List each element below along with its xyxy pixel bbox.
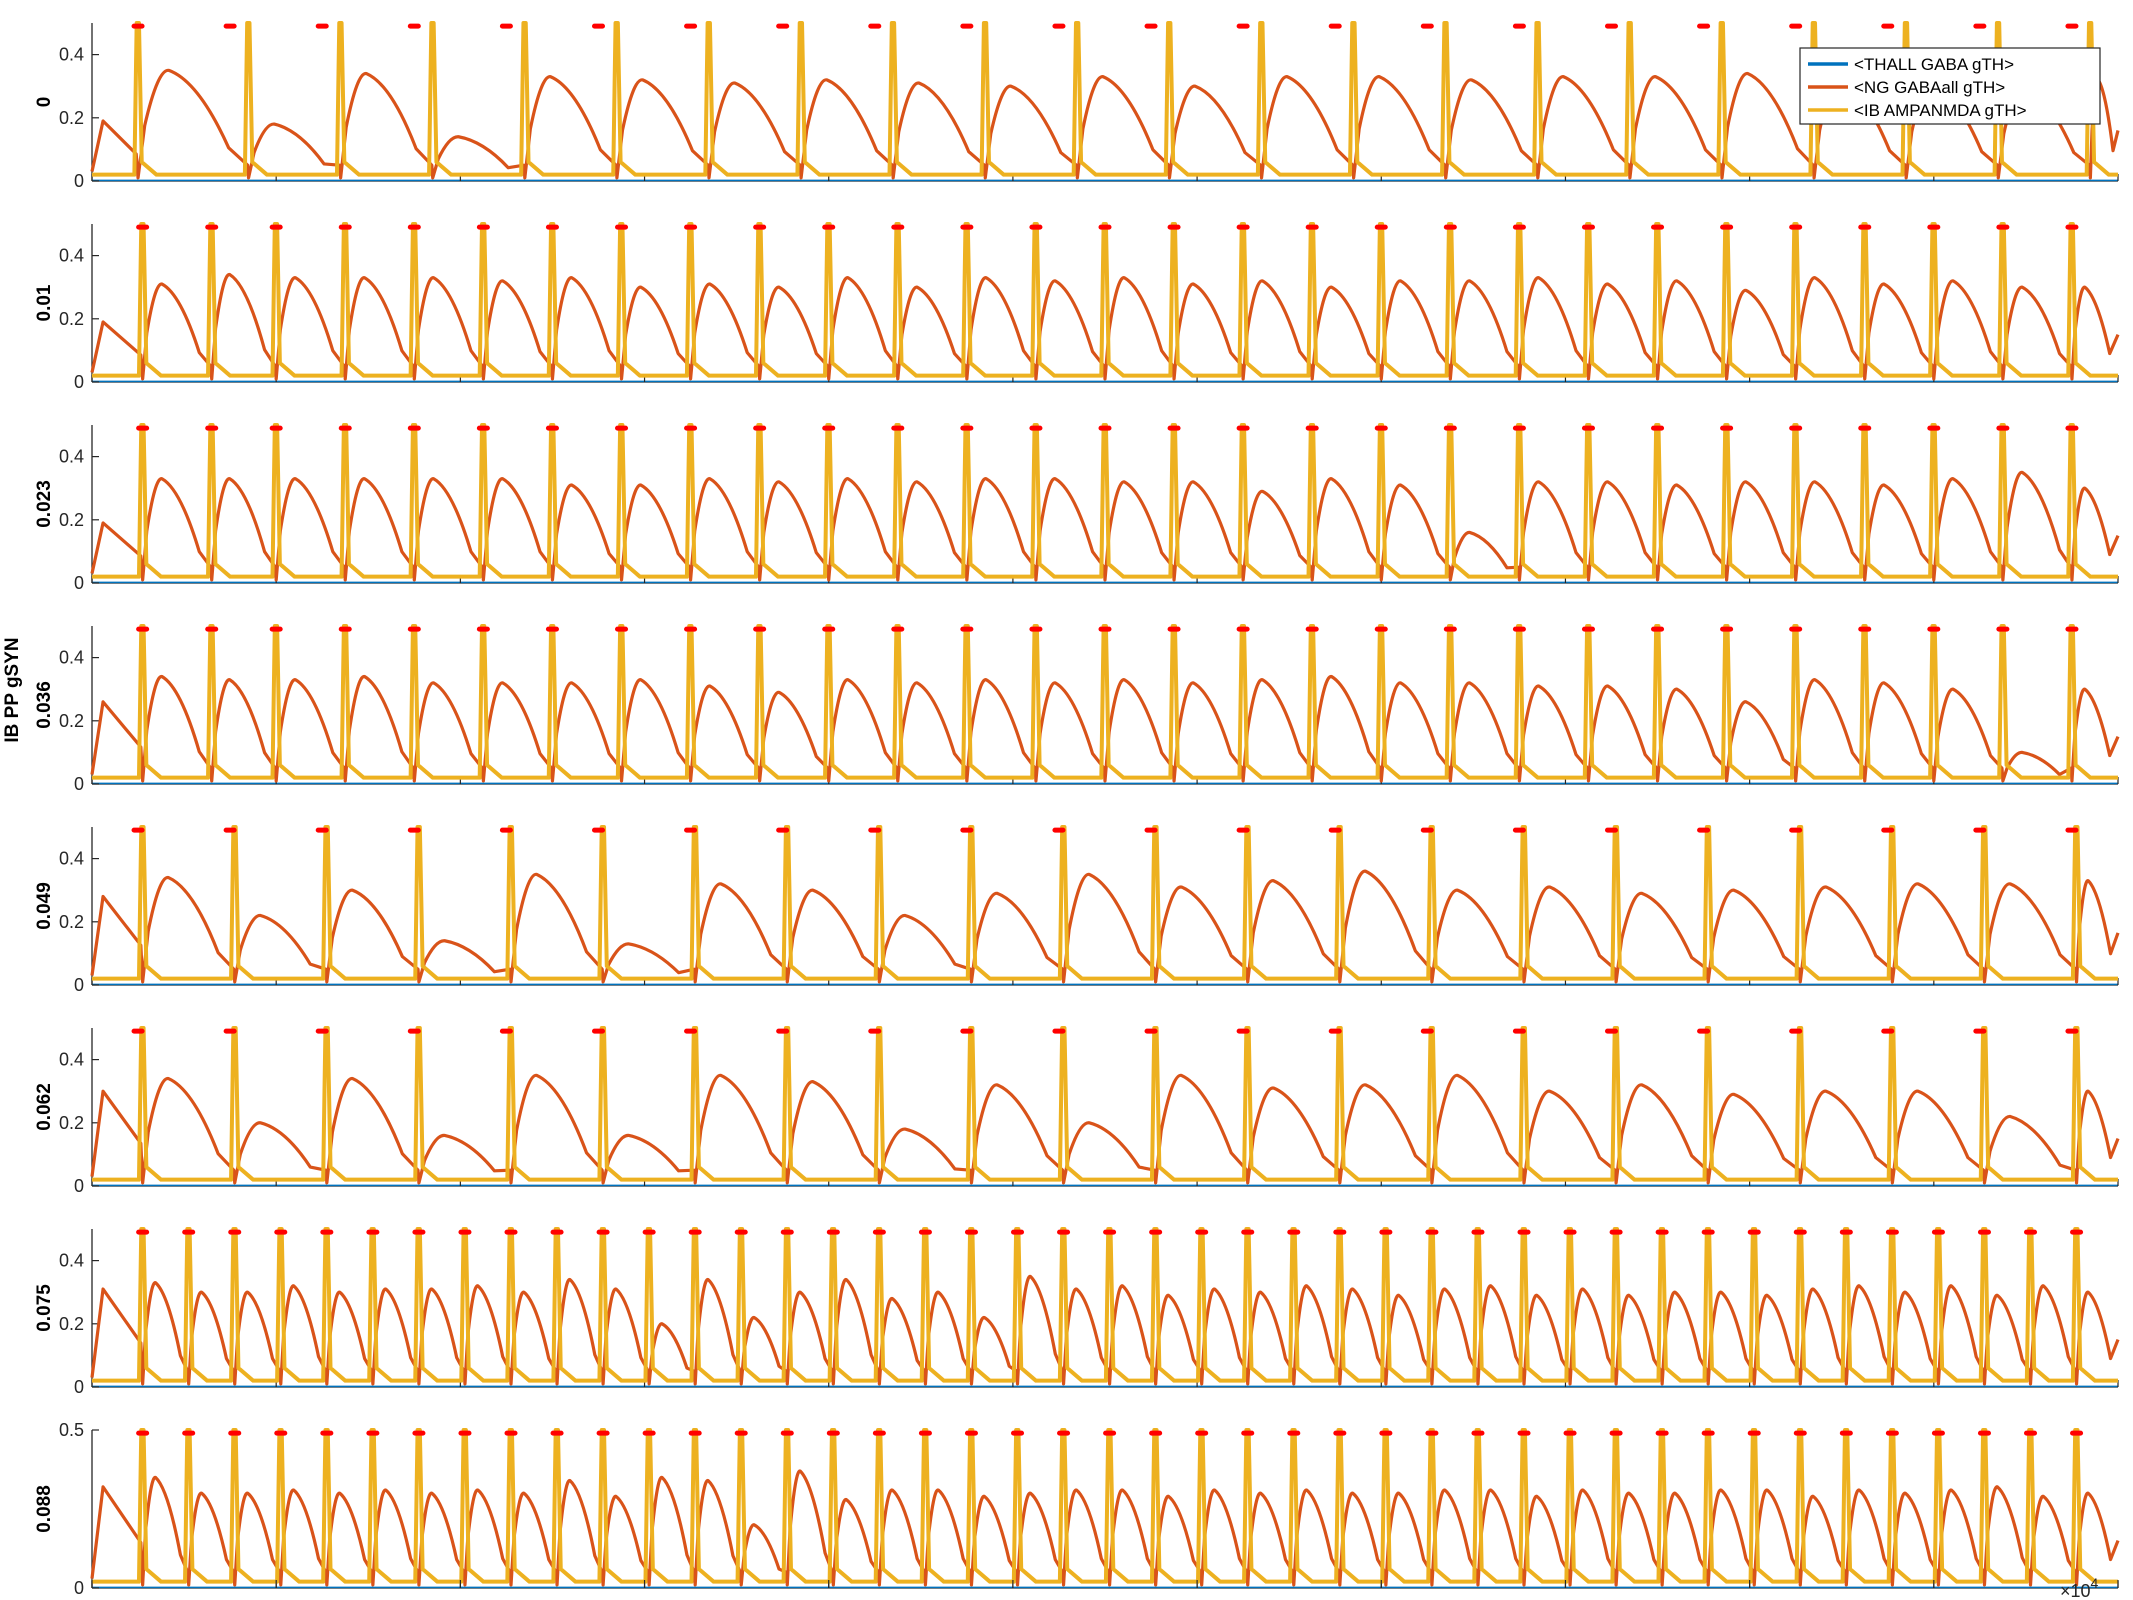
legend-label: <NG GABAall gTH> bbox=[1854, 78, 2005, 97]
x-axis-exponent-power: 4 bbox=[2091, 1575, 2099, 1591]
row-label: 0.062 bbox=[34, 1083, 55, 1131]
panel-row: 0 0.2 0.40.023 bbox=[34, 425, 2118, 593]
y-axis-label: IB PP gSYN bbox=[2, 637, 23, 742]
x-axis-exponent: ×104 bbox=[2060, 1575, 2099, 1600]
panel-row: 0 0.2 0.40.075 bbox=[34, 1229, 2118, 1397]
panel-row: 0 0.2 0.40.049 bbox=[34, 827, 2118, 995]
y-tick-label: 0 bbox=[74, 1578, 84, 1598]
y-tick-label: 0.2 bbox=[59, 309, 84, 329]
panel-row: 0 0.5 0.088 bbox=[34, 1420, 2118, 1598]
y-tick-label: 0.2 bbox=[59, 1113, 84, 1133]
y-tick-label: 0.4 bbox=[59, 246, 84, 266]
y-tick-label: 0.4 bbox=[59, 447, 84, 467]
row-label: 0.088 bbox=[34, 1485, 55, 1533]
y-tick-label: 0.2 bbox=[59, 912, 84, 932]
ng-series-line bbox=[92, 1075, 2118, 1183]
row-label: 0.075 bbox=[34, 1284, 55, 1332]
y-tick-label: 0.2 bbox=[59, 108, 84, 128]
ib-series-line bbox=[92, 224, 2118, 376]
y-tick-label: 0.4 bbox=[59, 1050, 84, 1070]
row-label: 0.01 bbox=[34, 284, 55, 321]
y-tick-label: 0.4 bbox=[59, 1251, 84, 1271]
y-tick-label: 0.2 bbox=[59, 1314, 84, 1334]
row-label: 0.049 bbox=[34, 882, 55, 930]
row-label: 0.036 bbox=[34, 681, 55, 729]
ng-series-line bbox=[92, 871, 2118, 982]
panel-row: 0 0.2 0.40.01 bbox=[34, 224, 2118, 392]
y-tick-label: 0 bbox=[74, 1176, 84, 1196]
y-tick-label: 0 bbox=[74, 372, 84, 392]
ib-series-line bbox=[92, 425, 2118, 577]
y-tick-label: 0 bbox=[74, 975, 84, 995]
y-tick-label: 0 bbox=[74, 573, 84, 593]
y-tick-label: 0.4 bbox=[59, 648, 84, 668]
y-tick-label: 0.2 bbox=[59, 510, 84, 530]
ng-series-line bbox=[92, 676, 2118, 780]
ng-series-line bbox=[92, 472, 2118, 580]
chart-panels: 00.20.4000.20.40.0100.20.40.02300.20.40.… bbox=[34, 23, 2118, 1598]
y-tick-label: 0.5 bbox=[59, 1420, 84, 1440]
y-tick-label: 0 bbox=[74, 774, 84, 794]
panel-row: 0 0.2 0.40.062 bbox=[34, 1028, 2118, 1196]
panel-row: 0 0.2 0.40.036 bbox=[34, 626, 2118, 794]
y-tick-label: 0 bbox=[74, 171, 84, 191]
y-tick-label: 0.4 bbox=[59, 45, 84, 65]
y-tick-label: 0.4 bbox=[59, 849, 84, 869]
legend-label: <IB AMPANMDA gTH> bbox=[1854, 101, 2027, 120]
y-tick-label: 0 bbox=[74, 1377, 84, 1397]
ib-series-line bbox=[92, 1028, 2118, 1180]
ng-series-line bbox=[92, 274, 2118, 378]
row-label: 0 bbox=[34, 97, 55, 108]
y-tick-label: 0.2 bbox=[59, 711, 84, 731]
legend: <THALL GABA gTH> <NG GABAall gTH> <IB AMPA… bbox=[1800, 48, 2100, 124]
ib-series-line bbox=[92, 626, 2118, 778]
row-label: 0.023 bbox=[34, 480, 55, 528]
legend-label: <THALL GABA gTH> bbox=[1854, 55, 2014, 74]
